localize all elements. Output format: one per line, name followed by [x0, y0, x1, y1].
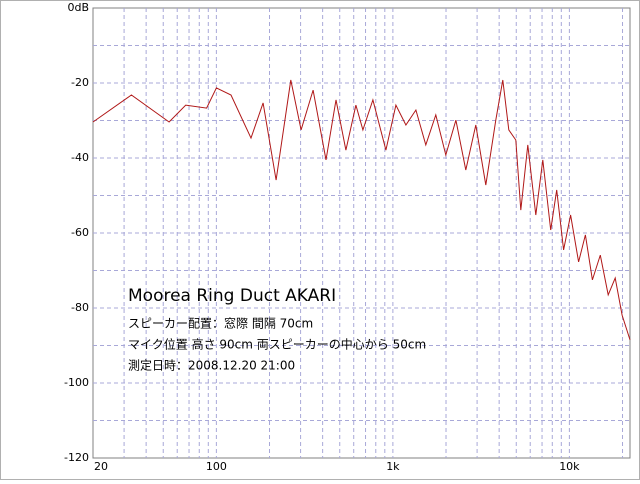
- x-tick-label: 100: [206, 460, 227, 473]
- y-tick-label: -120: [64, 451, 89, 464]
- response-line: [92, 79, 631, 341]
- x-tick-label: 1k: [386, 460, 400, 473]
- y-tick-label: -60: [71, 226, 89, 239]
- y-tick-label: -100: [64, 376, 89, 389]
- x-tick-label: 20: [94, 460, 108, 473]
- annotation-line: スピーカー配置：窓際 間隔 70cm: [128, 316, 313, 331]
- y-tick-label: -40: [71, 151, 89, 164]
- annotation-title: Moorea Ring Duct AKARI: [128, 286, 336, 306]
- grid: [93, 8, 630, 458]
- y-tick-label: -20: [71, 76, 89, 89]
- annotation-line: マイク位置 高さ 90cm 両スピーカーの中心から 50cm: [128, 337, 426, 352]
- series: [92, 79, 631, 341]
- y-tick-label: -80: [71, 301, 89, 314]
- annotation-line: 測定日時：2008.12.20 21:00: [128, 358, 295, 373]
- y-tick-label: 0dB: [67, 1, 89, 14]
- x-tick-label: 10k: [559, 460, 580, 473]
